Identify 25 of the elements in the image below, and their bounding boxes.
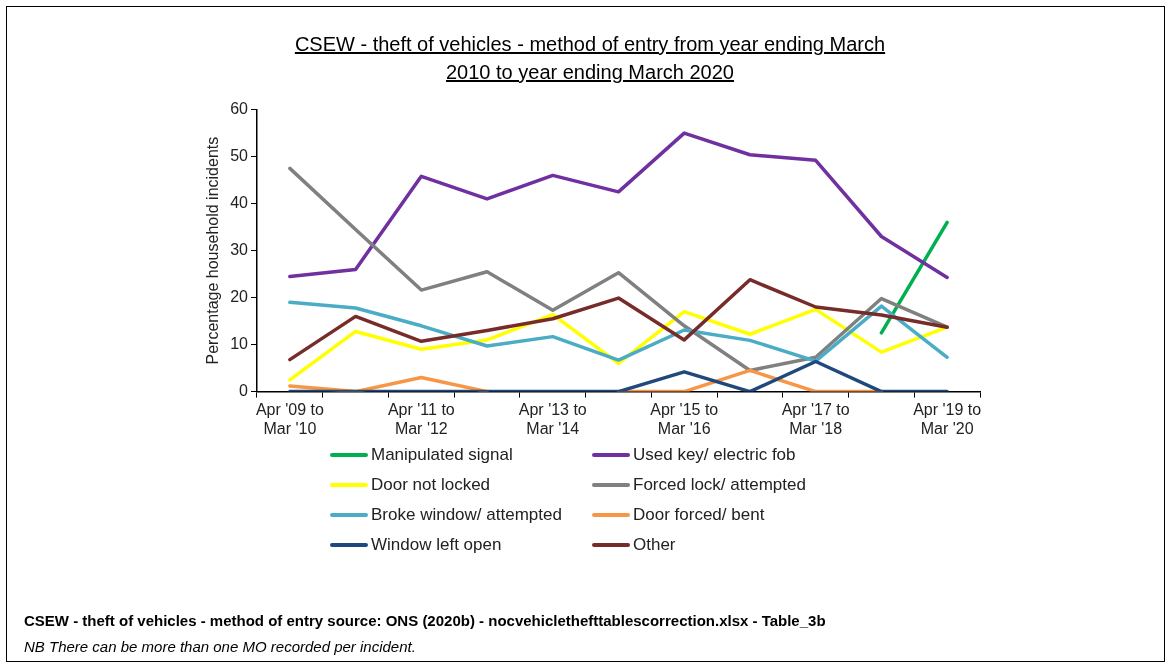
y-tick-label: 10 [230,335,249,353]
chart-title: CSEW - theft of vehicles - method of entry from year ending March 2010 to year ending March 2020 [293,32,887,85]
legend-label: Door not locked [371,475,491,495]
legend-label: Window left open [371,535,502,555]
x-tick-label: Apr '15 to Mar '16 [650,400,719,437]
y-tick-label: 50 [230,147,249,165]
legend-label: Manipulated signal [371,445,513,465]
y-tick-label: 40 [230,194,249,212]
y-tick-label: 20 [230,288,249,306]
text: CSEW - theft of vehicles - method of entry source: ONS (2020b) - nocvehiclethefttablescorrection.xlsx - Table_3b [24,611,826,631]
x-tick-label: Apr '19 to Mar '20 [913,400,982,437]
x-tick-label: Apr '13 to Mar '14 [518,400,587,437]
legend-label: Broke window/ attempted [371,505,562,525]
text: NB There can be more than one MO recorded per incident. [24,637,417,657]
legend-label: Door forced/ bent [633,505,765,525]
x-tick-label: Apr '17 to Mar '18 [781,400,850,437]
x-tick-label: Apr '09 to Mar '10 [255,400,324,437]
y-tick-label: 30 [230,241,249,259]
legend-label: Forced lock/ attempted [633,475,806,495]
y-tick-label: 0 [239,382,249,400]
y-tick-label: 60 [230,100,249,118]
y-axis-title: Percentage household incidents [204,136,222,365]
legend-label: Other [633,535,676,555]
legend-label: Used key/ electric fob [633,445,796,465]
x-tick-label: Apr '11 to Mar '12 [387,400,455,437]
